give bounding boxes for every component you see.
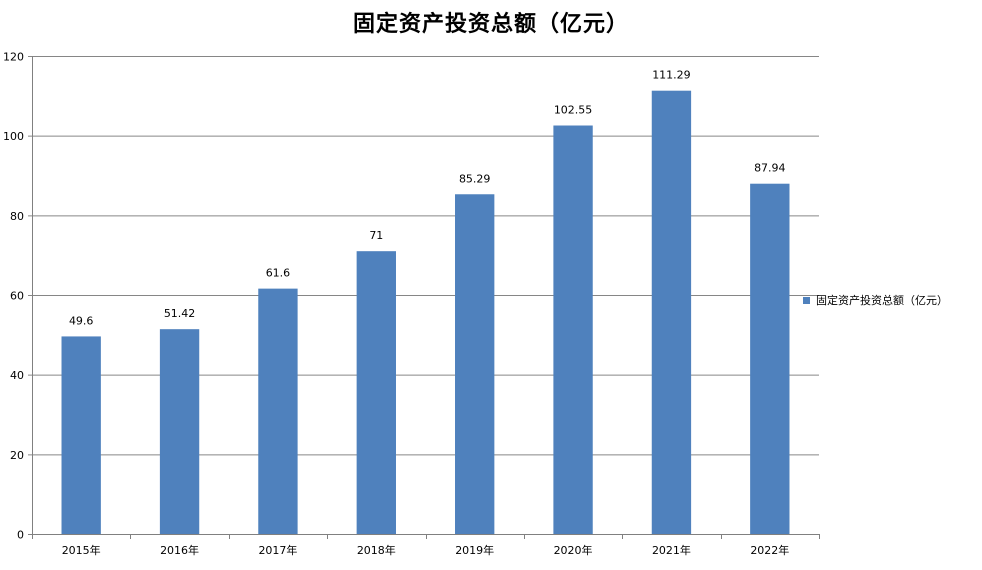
bar bbox=[455, 194, 495, 534]
x-tick-label: 2021年 bbox=[652, 543, 691, 557]
legend-label: 固定资产投资总额（亿元） bbox=[816, 294, 948, 307]
y-tick-label: 40 bbox=[10, 369, 24, 382]
labels: 0 20 40 60 80 100 120 49.6 2015年 51.42 2016年 61.6 20… bbox=[3, 51, 789, 558]
y-tick-label: 100 bbox=[3, 130, 24, 143]
x-tick-label: 2015年 bbox=[62, 543, 101, 557]
bar bbox=[159, 329, 200, 534]
x-tick-label: 2017年 bbox=[258, 543, 297, 557]
bar bbox=[356, 251, 396, 534]
data-label: 51.42 bbox=[164, 307, 196, 320]
y-tick-label: 80 bbox=[10, 210, 24, 223]
chart-title: 固定资产投资总额（亿元） bbox=[352, 11, 629, 37]
x-tick-label: 2022年 bbox=[750, 543, 789, 557]
data-label: 111.29 bbox=[652, 69, 691, 82]
data-label: 102.55 bbox=[554, 104, 593, 117]
data-label: 71 bbox=[369, 229, 383, 242]
axes bbox=[32, 56, 820, 539]
y-tick-label: 0 bbox=[17, 529, 24, 542]
legend-swatch bbox=[803, 296, 810, 304]
bar bbox=[258, 288, 298, 534]
y-tick-label: 20 bbox=[10, 449, 24, 462]
x-tick-label: 2019年 bbox=[455, 543, 494, 557]
bars bbox=[61, 90, 790, 535]
data-label: 49.6 bbox=[69, 314, 94, 327]
bar bbox=[61, 336, 101, 534]
gridlines bbox=[28, 56, 819, 535]
data-label: 87.94 bbox=[754, 162, 786, 175]
y-tick-label: 120 bbox=[3, 51, 24, 64]
bar bbox=[750, 183, 790, 534]
y-tick-label: 60 bbox=[10, 290, 24, 303]
bar bbox=[651, 90, 692, 535]
x-tick-label: 2018年 bbox=[357, 543, 396, 557]
x-tick-label: 2016年 bbox=[160, 543, 199, 557]
legend: 固定资产投资总额（亿元） bbox=[803, 292, 948, 308]
bar bbox=[553, 125, 593, 535]
data-label: 61.6 bbox=[266, 267, 291, 280]
data-label: 85.29 bbox=[459, 172, 491, 185]
x-tick-label: 2020年 bbox=[554, 543, 593, 557]
